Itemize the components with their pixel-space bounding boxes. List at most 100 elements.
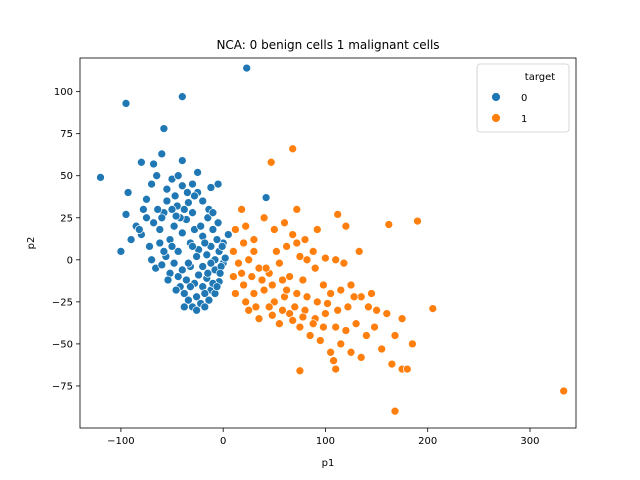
- point-series-0-33: [145, 242, 154, 251]
- point-series-0-102: [163, 275, 173, 285]
- point-series-1-15: [331, 255, 341, 265]
- point-series-0-57: [169, 258, 179, 268]
- point-series-0-34: [149, 218, 158, 228]
- point-series-1-57: [244, 305, 254, 315]
- point-series-1-55: [390, 331, 400, 340]
- point-series-1-92: [282, 242, 291, 251]
- point-series-0-70: [179, 289, 189, 298]
- point-series-0-104: [159, 247, 169, 256]
- point-series-0-22: [183, 188, 192, 197]
- point-series-1-39: [397, 314, 407, 324]
- point-series-1-101: [308, 319, 318, 329]
- point-series-0-12: [213, 179, 223, 189]
- point-series-1-85: [282, 285, 291, 295]
- point-series-0-38: [169, 221, 179, 231]
- point-series-0-96: [212, 235, 222, 244]
- point-series-1-97: [267, 310, 277, 320]
- point-series-1-62: [295, 322, 305, 332]
- x-axis-label: p1: [322, 458, 335, 469]
- point-series-1-93: [292, 238, 302, 248]
- point-series-1-75: [329, 356, 338, 366]
- point-series-1-58: [254, 314, 264, 324]
- point-series-1-68: [356, 353, 366, 362]
- legend-marker-0: [491, 92, 501, 102]
- point-series-1-1: [266, 157, 276, 167]
- y-tick-label: −75: [52, 381, 73, 392]
- point-series-1-38: [382, 309, 392, 318]
- point-series-0-58: [173, 272, 183, 281]
- point-series-1-19: [295, 252, 305, 261]
- y-tick-label: 50: [60, 171, 73, 182]
- point-series-1-65: [326, 347, 335, 357]
- point-series-1-30: [310, 263, 320, 273]
- point-series-0-25: [203, 213, 213, 223]
- point-series-0-109: [173, 171, 183, 181]
- point-series-0-4: [159, 124, 169, 133]
- point-series-1-78: [229, 272, 238, 281]
- point-series-0-26: [208, 225, 218, 234]
- point-series-0-30: [116, 247, 126, 256]
- point-series-1-31: [319, 280, 328, 290]
- point-series-1-72: [402, 364, 412, 374]
- point-series-0-84: [179, 205, 189, 214]
- plot-frame: [79, 57, 577, 429]
- point-series-0-40: [177, 228, 187, 238]
- point-series-1-24: [244, 255, 254, 265]
- point-series-0-82: [170, 191, 180, 201]
- y-tick-label: −50: [52, 339, 73, 350]
- point-series-1-88: [312, 297, 322, 307]
- point-series-0-110: [179, 302, 189, 312]
- point-series-1-13: [341, 221, 351, 231]
- point-series-1-99: [288, 316, 298, 325]
- point-series-0-63: [194, 270, 203, 280]
- point-series-1-8: [280, 218, 289, 228]
- point-series-0-23: [188, 208, 197, 218]
- point-series-0-81: [167, 205, 177, 214]
- point-series-0-73: [192, 292, 201, 302]
- point-series-0-20: [162, 184, 172, 194]
- point-series-0-112: [198, 262, 208, 271]
- point-series-1-82: [257, 275, 267, 285]
- y-tick-label: 25: [60, 213, 73, 224]
- point-series-1-10: [300, 235, 310, 244]
- point-series-0-103: [155, 238, 165, 248]
- point-series-1-108: [249, 247, 259, 256]
- point-series-1-89: [323, 299, 332, 308]
- point-series-0-100: [184, 258, 193, 268]
- point-series-1-11: [312, 225, 322, 234]
- point-series-1-87: [302, 292, 312, 302]
- point-series-0-10: [177, 156, 187, 165]
- point-series-0-17: [142, 194, 151, 204]
- point-series-1-37: [372, 305, 381, 315]
- point-series-1-36: [367, 289, 376, 298]
- point-series-0-111: [186, 282, 195, 292]
- point-series-1-66: [336, 339, 346, 349]
- y-axis-ticks: −75 −50 −25 0 25 50 75 100: [52, 87, 80, 392]
- point-series-1-22: [229, 247, 238, 256]
- point-series-0-46: [202, 250, 212, 260]
- point-series-1-80: [237, 268, 246, 278]
- legend-box: [476, 63, 570, 133]
- point-series-1-6: [249, 235, 259, 244]
- point-series-0-117: [206, 258, 216, 268]
- point-series-0-28: [223, 230, 233, 239]
- point-series-0-105: [171, 211, 181, 221]
- point-series-1-98: [278, 305, 287, 315]
- x-tick-label: 300: [520, 436, 539, 447]
- point-series-0-106: [177, 181, 187, 191]
- point-series-0-24: [198, 196, 208, 206]
- point-series-0-98: [192, 252, 201, 261]
- point-series-1-56: [408, 339, 417, 349]
- point-series-0-75: [200, 289, 210, 298]
- point-series-0-119: [217, 242, 227, 251]
- point-series-1-105: [349, 292, 359, 302]
- point-series-1-4: [259, 213, 269, 223]
- legend-label-1: 1: [521, 114, 527, 125]
- point-series-1-46: [290, 302, 300, 312]
- point-series-1-23: [234, 258, 243, 268]
- point-series-1-70: [387, 359, 397, 369]
- point-series-0-27: [213, 218, 223, 228]
- point-series-1-73: [295, 366, 305, 376]
- point-series-1-14: [321, 253, 330, 263]
- x-tick-label: −100: [107, 436, 134, 447]
